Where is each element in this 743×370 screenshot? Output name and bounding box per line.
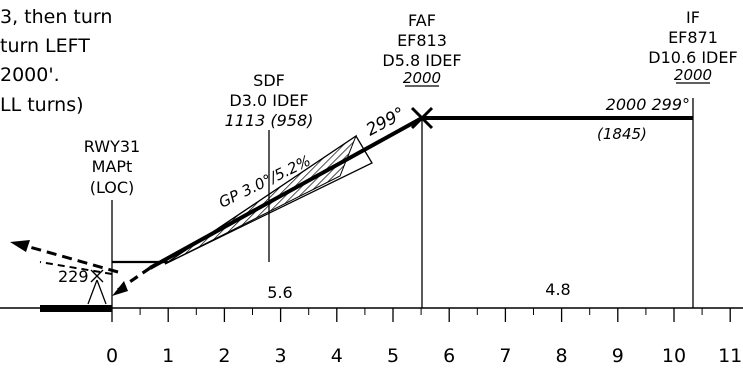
scale-label: 4 (331, 345, 343, 367)
missed-approach-paths (10, 240, 119, 275)
faf-id: EF813 (397, 31, 447, 50)
note-line-4: LL turns) (0, 94, 84, 116)
procedure-notes: 3, then turn turn LEFT 2000'. LL turns) (0, 6, 112, 116)
sdf-altitude: 1113 (958) (225, 111, 314, 130)
faf-label: FAF EF813 D5.8 IDEF 2000 (382, 11, 461, 87)
final-course-label: 299° (363, 104, 409, 141)
scale-label: 1 (162, 345, 174, 367)
sdf-distance: D3.0 IDEF (229, 91, 308, 110)
scale-label: 6 (443, 345, 455, 367)
note-line-1: 3, then turn (0, 6, 112, 28)
faf-altitude: 2000 (403, 69, 441, 87)
rwy-map-label: RWY31 MAPt (LOC) (84, 137, 140, 197)
scale-label: 2 (218, 345, 230, 367)
scale-label: 7 (499, 345, 511, 367)
distance-scale: 0 1 2 3 4 5 6 7 8 9 10 11 (106, 308, 742, 367)
segment-distance-faf-if: 4.8 (545, 280, 570, 299)
scale-label: 0 (106, 345, 118, 367)
note-line-2: turn LEFT (0, 35, 90, 57)
rwy-name: RWY31 (84, 137, 140, 156)
map-role: MAPt (92, 157, 133, 176)
if-distance: D10.6 IDEF (648, 48, 737, 67)
scale-label: 10 (662, 345, 686, 367)
if-label: IF EF871 D10.6 IDEF 2000 (648, 8, 737, 84)
if-altitude: 2000 (674, 66, 712, 84)
scale-label: 9 (612, 345, 624, 367)
scale-label: 3 (275, 345, 287, 367)
final-descent-path (149, 116, 423, 270)
scale-label: 11 (718, 345, 742, 367)
missed-course-label: 229 (58, 267, 89, 286)
segment-distance-sdf-map: 5.6 (267, 283, 292, 302)
final-arrowhead (112, 281, 128, 296)
missed-approach-turn-icon (87, 269, 107, 305)
if-name: IF (686, 8, 700, 27)
sdf-label: SDF D3.0 IDEF 1113 (958) (225, 71, 314, 130)
faf-name: FAF (408, 11, 436, 30)
faf-distance: D5.8 IDEF (382, 51, 461, 70)
scale-label: 5 (387, 345, 399, 367)
runway-bar (40, 305, 112, 312)
scale-label: 8 (556, 345, 568, 367)
faf-cross-icon (410, 106, 434, 130)
sdf-name: SDF (253, 71, 285, 90)
intermediate-alt-course: 2000 299° (606, 95, 690, 114)
note-line-3: 2000'. (0, 64, 60, 86)
map-type: (LOC) (90, 178, 135, 197)
if-id: EF871 (668, 28, 718, 47)
intermediate-height: (1845) (597, 125, 647, 143)
